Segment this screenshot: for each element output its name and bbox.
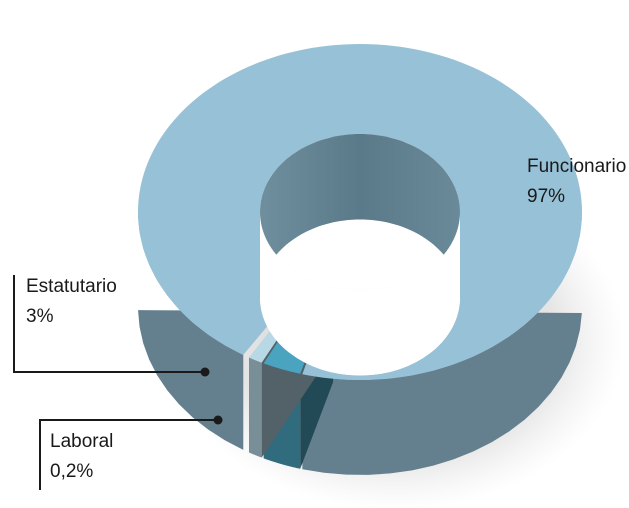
label-laboral-value: 0,2% [50, 461, 93, 482]
leader-dot-estatutario [200, 367, 210, 377]
top-face-funcionario [138, 44, 583, 381]
leader-line-laboral [39, 419, 218, 490]
label-laboral-name: Laboral [50, 431, 113, 452]
label-funcionario-name: Funcionario [527, 156, 626, 177]
leader-line-estatutario [13, 275, 205, 373]
donut-hole [260, 134, 460, 376]
hole-front-clear [260, 212, 460, 376]
label-estatutario-name: Estatutario [26, 276, 117, 297]
hole-inner-wall [260, 134, 460, 298]
side-wall-laboral [249, 357, 262, 458]
label-estatutario-value: 3% [26, 306, 54, 327]
label-funcionario-value: 97% [527, 186, 565, 207]
leader-dot-laboral [213, 415, 223, 425]
